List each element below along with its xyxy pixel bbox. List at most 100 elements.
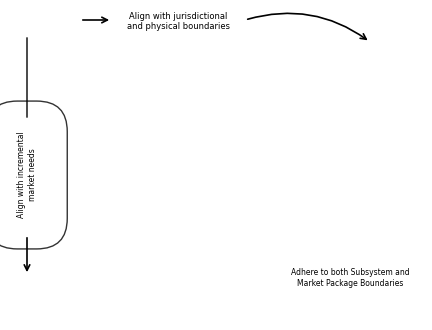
Point xyxy=(177,139,184,145)
Point xyxy=(111,253,118,259)
Point xyxy=(248,55,255,61)
Point xyxy=(129,265,136,271)
Point xyxy=(345,175,352,181)
Point xyxy=(134,109,141,115)
Point xyxy=(98,205,105,211)
Point xyxy=(345,271,352,277)
Point xyxy=(267,61,273,67)
Point xyxy=(308,163,315,169)
Point xyxy=(410,217,417,223)
Point xyxy=(356,61,363,67)
Point xyxy=(92,169,99,175)
Point xyxy=(92,217,99,223)
Point xyxy=(242,121,249,127)
Point xyxy=(404,157,411,163)
Point xyxy=(254,67,261,73)
Point xyxy=(321,97,327,103)
Point xyxy=(345,217,352,223)
Point xyxy=(327,205,334,211)
Point xyxy=(177,265,184,271)
Point xyxy=(308,43,315,49)
Point xyxy=(165,211,172,216)
Point xyxy=(129,50,136,55)
Point xyxy=(248,127,255,133)
Point xyxy=(111,217,118,223)
Point xyxy=(165,109,172,115)
Point xyxy=(105,43,111,49)
Point xyxy=(86,61,93,67)
Point xyxy=(368,248,375,253)
Point xyxy=(273,109,280,115)
Point xyxy=(302,223,309,229)
Point xyxy=(134,73,141,79)
Point xyxy=(183,109,190,115)
Point xyxy=(381,248,388,253)
Point xyxy=(171,157,178,163)
Point xyxy=(111,115,118,121)
Point xyxy=(111,133,118,139)
Point xyxy=(350,91,357,97)
Point xyxy=(368,97,375,103)
Point xyxy=(213,187,219,193)
Point xyxy=(206,43,213,49)
Point xyxy=(285,127,292,133)
Point xyxy=(387,50,394,55)
Text: o  o  o: o o o xyxy=(384,121,400,126)
Point xyxy=(146,277,153,282)
Point xyxy=(200,121,207,127)
Point xyxy=(165,248,172,253)
Point xyxy=(327,151,334,157)
Point xyxy=(237,79,244,84)
Point xyxy=(63,169,70,175)
Point xyxy=(177,235,184,241)
Point xyxy=(399,223,406,229)
Point xyxy=(375,139,381,145)
Point xyxy=(285,121,292,127)
Point xyxy=(308,223,315,229)
Point xyxy=(171,187,178,193)
Point xyxy=(321,91,327,97)
Point xyxy=(105,271,111,277)
Point xyxy=(345,55,352,61)
Point xyxy=(254,50,261,55)
Point xyxy=(345,79,352,84)
Point xyxy=(213,85,219,91)
Point xyxy=(206,121,213,127)
Point xyxy=(183,50,190,55)
Point xyxy=(339,253,346,259)
Point xyxy=(296,169,303,175)
Point xyxy=(248,193,255,199)
Point xyxy=(86,103,93,109)
Point xyxy=(165,50,172,55)
Point xyxy=(206,103,213,109)
Text: Basic
Information
Broadcast: Basic Information Broadcast xyxy=(164,230,204,250)
Point xyxy=(273,235,280,241)
Point xyxy=(152,61,159,67)
Point xyxy=(92,55,99,61)
Point xyxy=(375,259,381,265)
Point xyxy=(237,229,244,235)
Point xyxy=(387,229,394,235)
Point xyxy=(333,79,340,84)
Point xyxy=(248,253,255,259)
Point xyxy=(117,182,124,187)
Point xyxy=(92,127,99,133)
Point xyxy=(92,241,99,247)
Point xyxy=(279,157,286,163)
Point xyxy=(387,121,394,127)
Point xyxy=(242,265,249,271)
Point xyxy=(314,79,321,84)
Point xyxy=(219,127,226,133)
Point xyxy=(86,277,93,282)
Point xyxy=(368,109,375,115)
Point xyxy=(410,127,417,133)
Point xyxy=(75,205,82,211)
Point xyxy=(291,97,298,103)
Point xyxy=(171,103,178,109)
Point xyxy=(254,79,261,84)
Point xyxy=(260,133,267,139)
Point xyxy=(237,85,244,91)
Point xyxy=(404,175,411,181)
Point xyxy=(206,115,213,121)
Point xyxy=(165,169,172,175)
